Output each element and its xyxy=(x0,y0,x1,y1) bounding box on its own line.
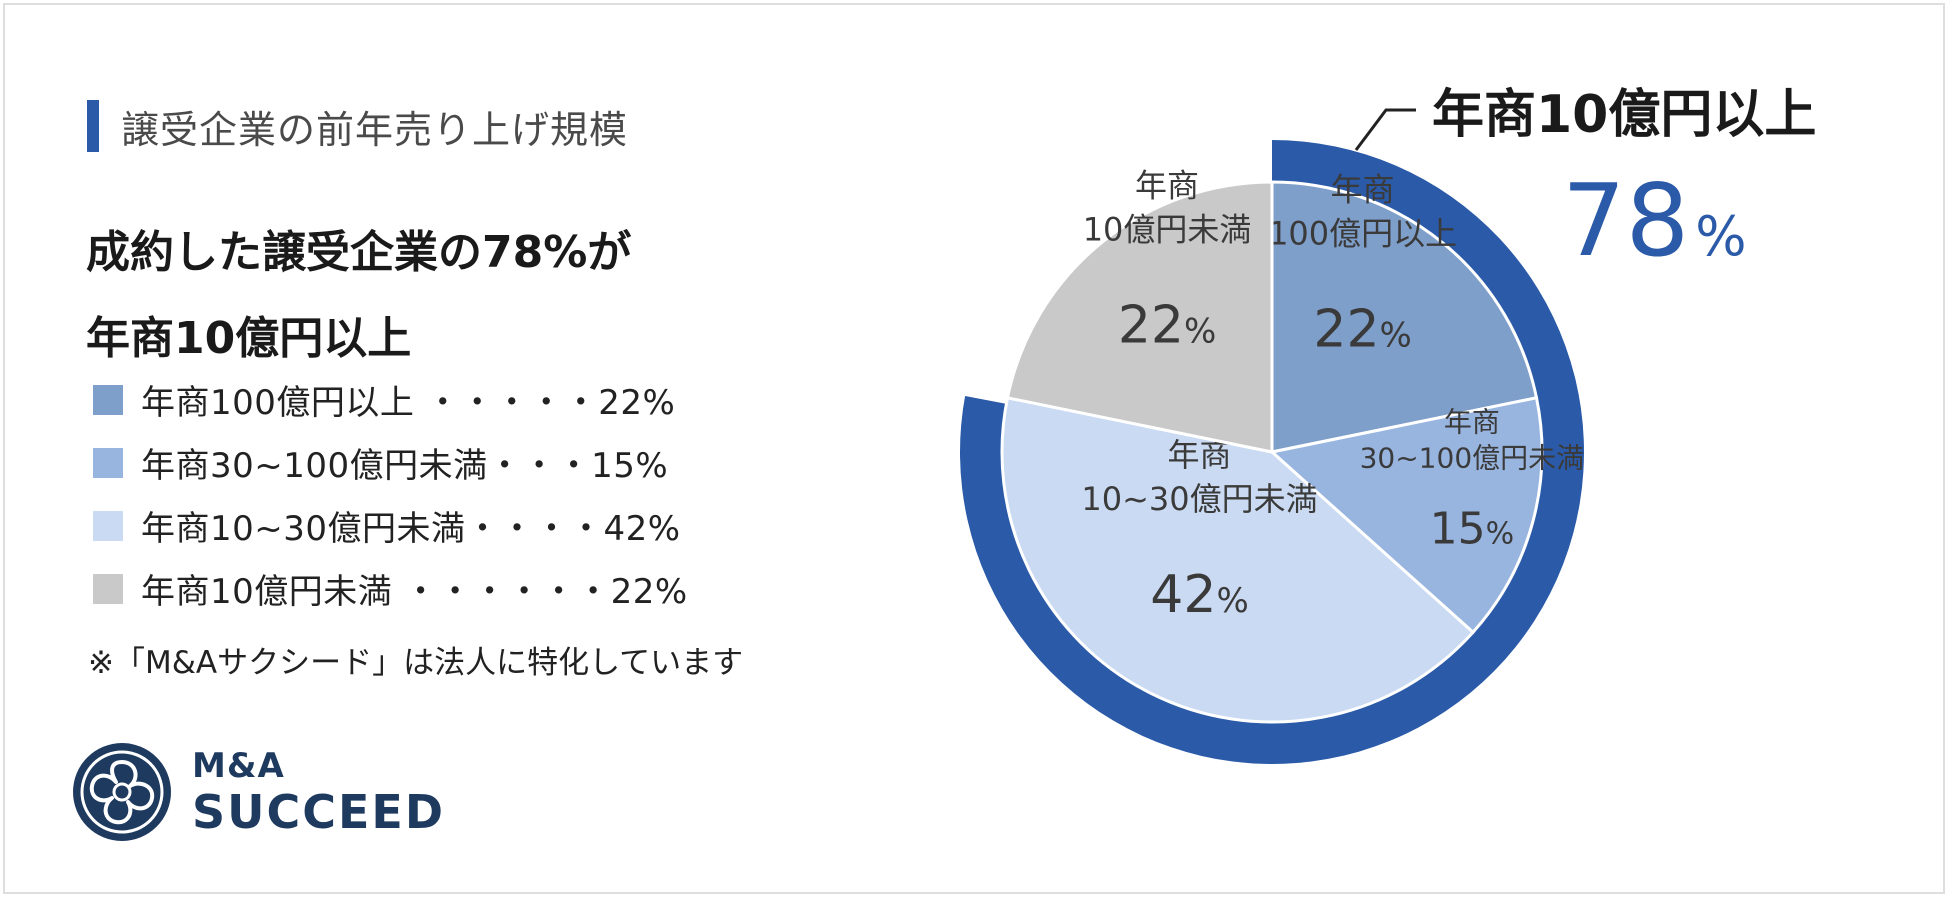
section-title-text: 譲受企業の前年売り上げ規模 xyxy=(121,107,629,152)
slice-value-label: 22% xyxy=(1118,296,1216,356)
callout-percentage: 78% xyxy=(1562,162,1747,279)
slice-label: 年商 xyxy=(1331,170,1395,208)
legend-item: 年商100億円以上 ・・・・・22% xyxy=(93,368,688,431)
callout-leader-line xyxy=(1354,108,1416,151)
legend-swatch xyxy=(93,573,123,604)
slice-label: 10億円未満 xyxy=(1083,211,1252,249)
footnote: ※「M&Aサクシード」は法人に特化しています xyxy=(88,645,744,681)
legend-swatch xyxy=(93,447,123,478)
slice-value-unit: % xyxy=(1486,517,1515,552)
callout-unit: % xyxy=(1695,205,1747,268)
knot-logo-icon xyxy=(73,743,171,841)
slice-value-unit: % xyxy=(1184,312,1216,352)
headline: 成約した譲受企業の78%が 年商10億円以上 xyxy=(86,210,631,382)
legend-label: 年商30~100億円未満・・・15% xyxy=(141,446,669,486)
section-accent-bar xyxy=(87,100,99,152)
pie-slice xyxy=(1270,180,1539,454)
slice-value-unit: % xyxy=(1380,315,1412,355)
logo-wordmark: M&A SUCCEED xyxy=(192,749,445,835)
legend-label: 年商100億円以上 ・・・・・22% xyxy=(141,383,676,423)
legend-label: 年商10億円未満 ・・・・・・22% xyxy=(141,572,688,612)
callout-title: 年商10億円以上 xyxy=(1432,85,1817,145)
section-title: 譲受企業の前年売り上げ規模 xyxy=(87,100,628,152)
legend-swatch xyxy=(93,384,123,415)
slice-label: 年商 xyxy=(1135,167,1199,205)
slice-label: 10~30億円未満 xyxy=(1081,480,1317,518)
legend-item: 年商30~100億円未満・・・15% xyxy=(93,431,688,494)
legend-swatch xyxy=(93,510,123,541)
slice-label: 30~100億円未満 xyxy=(1360,442,1585,475)
legend-item: 年商10億円未満 ・・・・・・22% xyxy=(93,557,688,620)
legend-label: 年商10~30億円未満・・・・42% xyxy=(141,509,681,549)
slice-value-unit: % xyxy=(1216,581,1248,621)
brand-logo: M&A SUCCEED xyxy=(70,740,445,844)
pie-slice xyxy=(1005,180,1274,454)
slice-label: 年商 xyxy=(1444,406,1500,439)
logo-text-line-1: M&A xyxy=(192,746,285,786)
headline-line-1: 成約した譲受企業の78%が xyxy=(86,227,632,278)
legend-item: 年商10~30億円未満・・・・42% xyxy=(93,494,688,557)
legend: 年商100億円以上 ・・・・・22% 年商30~100億円未満・・・15% 年商… xyxy=(93,368,688,620)
pie-slice xyxy=(1268,396,1544,635)
callout-value: 78 xyxy=(1562,162,1690,279)
headline-line-2: 年商10億円以上 xyxy=(86,313,412,364)
slice-value-label: 15% xyxy=(1430,504,1515,555)
logo-text-line-2: SUCCEED xyxy=(192,785,446,839)
pie-slice xyxy=(1000,396,1476,724)
slice-label: 100億円以上 xyxy=(1268,214,1457,252)
